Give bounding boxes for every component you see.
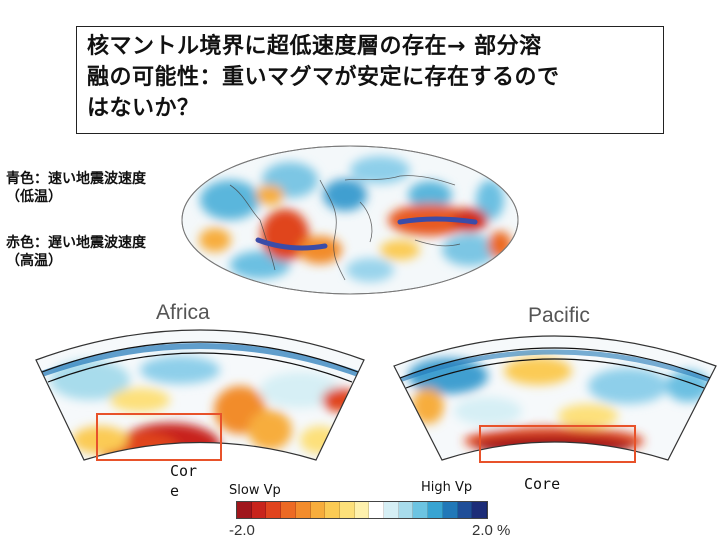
- title-box: 核マントル境界に超低速度層の存在→ 部分溶 融の可能性：重いマグマが安定に存在す…: [76, 26, 664, 134]
- africa-label: Africa: [156, 301, 210, 324]
- color-swatch: [237, 502, 252, 518]
- core-left-line-1: Cor: [170, 462, 198, 480]
- color-swatch: [457, 502, 473, 518]
- africa-core-highlight-box: [96, 413, 222, 461]
- pacific-core-highlight-box: [479, 425, 636, 463]
- core-label-left: Cor e: [170, 461, 197, 501]
- scale-min-label: -2.0: [229, 522, 255, 539]
- color-swatch: [339, 502, 355, 518]
- color-swatch: [354, 502, 370, 518]
- slow-vp-label: Slow Vp: [229, 483, 281, 498]
- high-vp-label: High Vp: [421, 480, 473, 495]
- color-swatch: [369, 502, 385, 518]
- color-swatch: [398, 502, 414, 518]
- title-line-3: はないか？: [87, 96, 200, 121]
- blue-legend-note: 青色：速い地震波速度 （低温）: [6, 170, 146, 206]
- core-left-line-2: e: [170, 482, 180, 500]
- pacific-label: Pacific: [528, 304, 590, 327]
- title-line-1: 核マントル境界に超低速度層の存在→ 部分溶: [87, 34, 542, 59]
- blue-note-line-1: 青色：速い地震波速度: [6, 171, 146, 187]
- red-legend-note: 赤色：遅い地震波速度 （高温）: [6, 234, 146, 270]
- global-tomography-map: [181, 145, 519, 295]
- blue-note-line-2: （低温）: [6, 189, 62, 205]
- color-swatch: [310, 502, 326, 518]
- velocity-color-scale: [236, 501, 488, 519]
- color-swatch: [442, 502, 458, 518]
- core-label-right: Core: [524, 475, 561, 493]
- color-swatch: [472, 502, 487, 518]
- color-swatch: [281, 502, 296, 518]
- color-swatch: [266, 502, 282, 518]
- color-swatch: [295, 502, 311, 518]
- title-line-2: 融の可能性：重いマグマが安定に存在するので: [87, 65, 560, 90]
- color-swatch: [384, 502, 399, 518]
- color-swatch: [325, 502, 340, 518]
- color-swatch: [251, 502, 267, 518]
- color-swatch: [413, 502, 429, 518]
- color-swatch: [428, 502, 443, 518]
- scale-max-label: 2.0 %: [472, 522, 511, 539]
- red-note-line-1: 赤色：遅い地震波速度: [6, 235, 146, 251]
- red-note-line-2: （高温）: [6, 253, 62, 269]
